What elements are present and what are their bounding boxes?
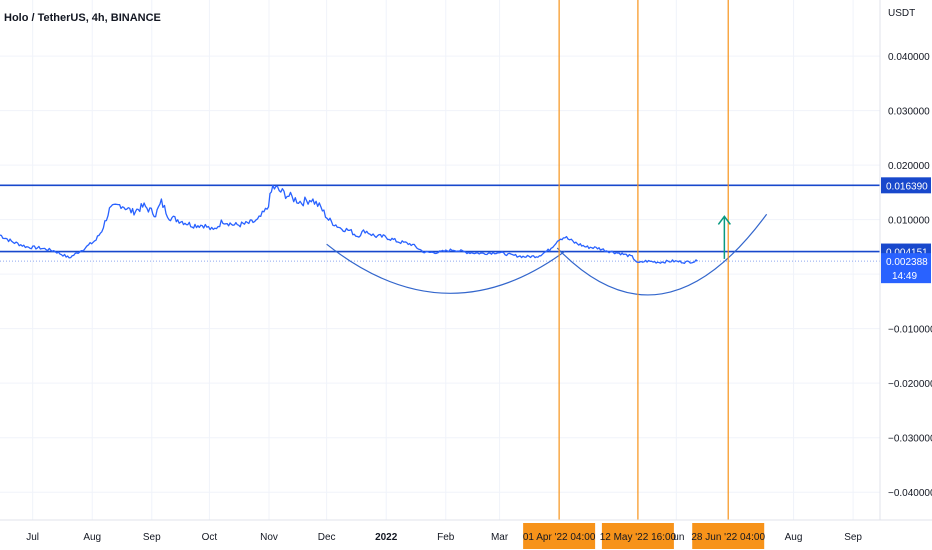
- x-tick-label: Aug: [785, 532, 803, 543]
- vertical-marker-date-label: 01 Apr '22 04:00: [523, 532, 596, 543]
- level-price-tag: [881, 177, 931, 194]
- currency-label: USDT: [888, 8, 915, 19]
- y-tick-label: −0.010000: [888, 325, 932, 336]
- y-tick-label: 0.020000: [888, 161, 930, 172]
- y-tick-label: −0.030000: [888, 434, 932, 445]
- y-tick-label: −0.040000: [888, 488, 932, 499]
- level-price-tag-label: 0.004151: [886, 248, 928, 259]
- x-tick-label: Jul: [26, 532, 39, 543]
- countdown-label: 14:49: [892, 271, 917, 282]
- vertical-marker-date-tag: [692, 523, 765, 549]
- y-tick-label: 0.010000: [888, 216, 930, 227]
- vertical-marker-date-tag: [523, 523, 596, 549]
- y-tick-label: 0.030000: [888, 107, 930, 118]
- y-tick-label: 0.040000: [888, 52, 930, 63]
- y-tick-label: −0.020000: [888, 379, 932, 390]
- price-scale[interactable]: 0.040000 0.030000 0.020000 0.010000 −0.01000…: [888, 52, 932, 499]
- x-tick-label: Sep: [143, 532, 161, 543]
- x-tick-label: Sep: [844, 532, 862, 543]
- x-tick-label: 2022: [375, 532, 398, 543]
- up-arrow-icon[interactable]: [717, 215, 731, 225]
- last-price-tag-label: 0.002388: [886, 257, 928, 268]
- series-layer: [0, 184, 698, 265]
- chart-title: Holo / TetherUS, 4h, BINANCE: [4, 12, 161, 24]
- x-tick-label: Feb: [437, 532, 455, 543]
- drawn-arc[interactable]: [326, 243, 566, 294]
- x-tick-label: Mar: [491, 532, 509, 543]
- arrow-layer: [717, 215, 731, 259]
- x-tick-label: Dec: [318, 532, 336, 543]
- level-price-tag-label: 0.016390: [886, 181, 928, 192]
- vertical-markers: [558, 0, 729, 520]
- vertical-marker-date-tag: [601, 523, 674, 549]
- drawn-arc[interactable]: [556, 213, 768, 296]
- vertical-marker-date-label: 12 May '22 16:00: [600, 532, 677, 543]
- last-price-tag: [881, 253, 931, 284]
- x-tick-label: Aug: [83, 532, 101, 543]
- x-tick-label: Nov: [260, 532, 278, 543]
- grid: [0, 0, 880, 520]
- drawn-arcs: [326, 213, 768, 296]
- x-tick-label: Oct: [202, 532, 218, 543]
- x-tick-label: Jun: [668, 532, 684, 543]
- price-line: [0, 184, 698, 265]
- time-scale[interactable]: Jul Aug Sep Oct Nov Dec 2022 Feb Mar Jun Aug Sep: [26, 532, 862, 543]
- vertical-marker-date-label: 28 Jun '22 04:00: [691, 532, 765, 543]
